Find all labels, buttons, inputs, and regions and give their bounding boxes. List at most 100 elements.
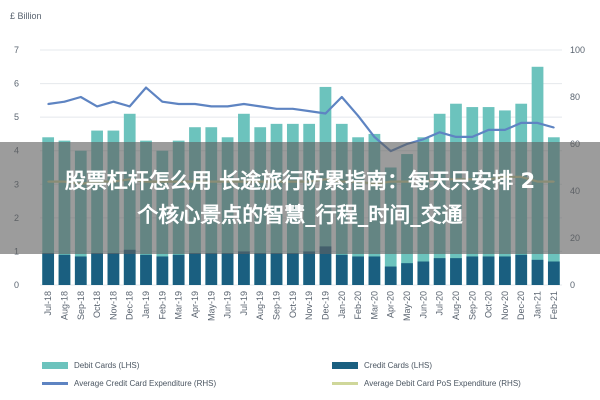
x-axis-tick-label: Jun-20 (418, 291, 428, 319)
credit-expenditure-point (161, 100, 164, 103)
right-axis-tick-label: 0 (570, 280, 575, 290)
x-axis-tick-label: Feb-21 (549, 291, 559, 320)
x-axis-tick-label: Aug-20 (451, 291, 461, 320)
x-axis-tick-label: Oct-20 (484, 291, 494, 318)
left-axis-tick-label: 7 (14, 45, 19, 55)
left-axis-unit-label: £ Billion (10, 11, 42, 21)
x-axis-tick-label: Jul-18 (43, 291, 53, 316)
x-axis-tick-label: Jan-20 (337, 291, 347, 319)
legend-swatch (332, 362, 358, 369)
credit-bar (205, 253, 218, 285)
credit-bar (254, 253, 267, 285)
left-axis-tick-label: 6 (14, 79, 19, 89)
x-axis-tick-label: Apr-19 (190, 291, 200, 318)
credit-bar (107, 253, 120, 285)
credit-bar (335, 254, 348, 285)
x-axis-tick-label: Dec-18 (125, 291, 135, 320)
x-axis-tick-label: Sep-19 (272, 291, 282, 320)
legend-swatch (42, 362, 68, 369)
credit-expenditure-point (243, 103, 245, 105)
x-axis-tick-label: Mar-19 (174, 291, 184, 320)
credit-bar (172, 254, 185, 285)
credit-bar (515, 254, 528, 285)
credit-expenditure-point (210, 105, 213, 108)
credit-bars (42, 246, 560, 285)
credit-expenditure-point (520, 121, 523, 124)
credit-bar (450, 258, 462, 285)
credit-expenditure-point (291, 107, 294, 110)
credit-expenditure-point (340, 96, 343, 98)
credit-bar (270, 253, 283, 285)
x-axis-tick-label: Nov-20 (500, 291, 510, 320)
credit-bar (91, 253, 103, 285)
credit-bar (238, 251, 250, 285)
x-axis-tick-label: Sep-20 (467, 291, 477, 320)
credit-bar (123, 249, 136, 285)
x-axis-tick-label: Oct-19 (288, 291, 298, 318)
credit-bar (189, 253, 201, 285)
x-axis-tick-label: Nov-19 (304, 291, 314, 320)
x-axis-tick-label: May-20 (402, 291, 412, 321)
credit-expenditure-point (373, 136, 376, 138)
credit-bar (368, 256, 381, 285)
credit-bar (547, 261, 560, 285)
credit-bar (466, 256, 479, 285)
credit-expenditure-point (438, 131, 441, 134)
credit-bar (140, 254, 152, 285)
credit-expenditure-point (324, 112, 327, 115)
banner-title-line-2: 个核心景点的智慧_行程_时间_交通 (137, 203, 463, 227)
credit-expenditure-point (47, 103, 50, 105)
credit-expenditure-point (357, 114, 359, 117)
x-axis-tick-label: Sep-18 (76, 291, 86, 320)
credit-expenditure-point (194, 103, 196, 105)
x-axis-tick-label: Aug-19 (255, 291, 265, 320)
credit-expenditure-point (275, 107, 278, 110)
credit-expenditure-point (455, 136, 457, 138)
credit-expenditure-point (63, 100, 66, 103)
credit-bar (58, 254, 71, 285)
x-axis-tick-label: Nov-18 (108, 291, 118, 320)
credit-bar (531, 259, 544, 285)
credit-bar (433, 258, 446, 285)
x-axis-tick-label: Jan-19 (141, 291, 151, 319)
banner-title-line-1: 股票杠杆怎么用 长途旅行防累指南：每天只安排 2 (64, 169, 536, 193)
right-axis-tick-label: 100 (570, 45, 585, 55)
credit-bar (352, 256, 364, 285)
article-title-banner[interactable]: 股票杠杆怎么用 长途旅行防累指南：每天只安排 2 个核心景点的智慧_行程_时间_… (0, 142, 600, 254)
credit-expenditure-line (48, 86, 555, 153)
credit-expenditure-point (308, 110, 311, 112)
credit-bar (384, 266, 397, 285)
credit-expenditure-point (112, 100, 115, 103)
credit-expenditure-point (422, 138, 425, 141)
left-axis-tick-label: 0 (14, 280, 19, 290)
legend-label: Debit Cards (LHS) (74, 361, 140, 370)
credit-expenditure-point (177, 103, 180, 105)
credit-expenditure-point (128, 105, 131, 108)
credit-bar (286, 253, 299, 285)
credit-expenditure-point (226, 105, 229, 108)
credit-bar (42, 253, 55, 285)
credit-expenditure-point (504, 129, 506, 131)
credit-bar (319, 246, 332, 285)
legend-label: Average Credit Card Expenditure (RHS) (74, 379, 216, 388)
credit-expenditure-point (471, 136, 474, 138)
credit-expenditure-point (487, 129, 490, 131)
credit-bar (401, 263, 413, 285)
credit-bar (417, 261, 430, 285)
credit-bar (482, 256, 495, 285)
credit-expenditure-point (96, 105, 98, 108)
x-axis-tick-label: Dec-19 (320, 291, 330, 320)
legend-label: Average Debit Card PoS Expenditure (RHS) (364, 379, 521, 388)
credit-expenditure-point (259, 105, 262, 108)
right-axis-tick-label: 80 (570, 92, 580, 102)
x-axis-tick-label: Dec-20 (516, 291, 526, 320)
credit-expenditure-point (552, 126, 555, 129)
credit-expenditure-point (536, 121, 539, 124)
x-axis-tick-label: Jun-19 (223, 291, 233, 319)
credit-bar (74, 256, 87, 285)
left-axis-tick-label: 5 (14, 112, 19, 122)
legend-label: Credit Cards (LHS) (364, 361, 432, 370)
credit-bar (499, 256, 511, 285)
x-axis-tick-label: Jul-20 (435, 291, 445, 316)
